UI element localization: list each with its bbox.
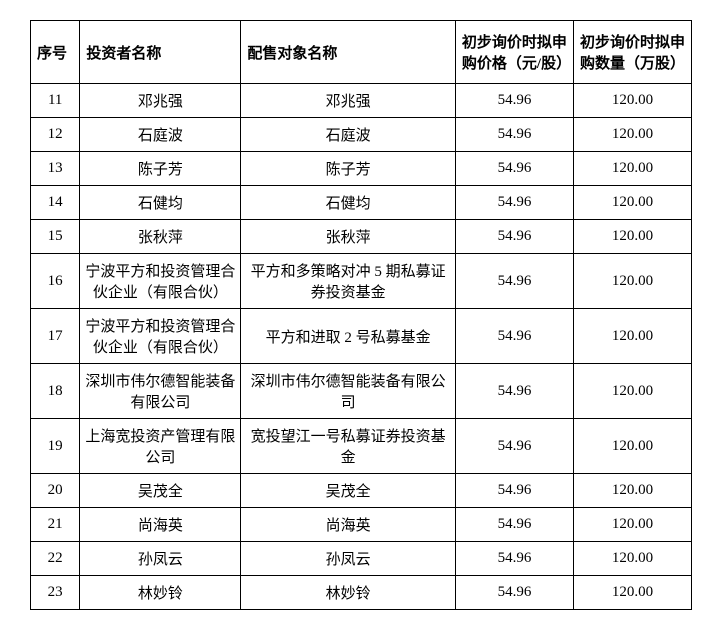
col-header-price: 初步询价时拟申购价格（元/股） — [455, 21, 573, 84]
table-row: 13陈子芳陈子芳54.96120.00 — [31, 152, 692, 186]
cell-seq: 12 — [31, 118, 80, 152]
cell-qty: 120.00 — [573, 220, 691, 254]
table-row: 22孙凤云孙凤云54.96120.00 — [31, 542, 692, 576]
cell-price: 54.96 — [455, 186, 573, 220]
cell-price: 54.96 — [455, 576, 573, 610]
cell-investor: 上海宽投资产管理有限公司 — [80, 419, 241, 474]
cell-seq: 23 — [31, 576, 80, 610]
cell-investor: 张秋萍 — [80, 220, 241, 254]
cell-seq: 20 — [31, 474, 80, 508]
cell-investor: 石庭波 — [80, 118, 241, 152]
table-body: 11邓兆强邓兆强54.96120.0012石庭波石庭波54.96120.0013… — [31, 84, 692, 610]
cell-qty: 120.00 — [573, 576, 691, 610]
cell-price: 54.96 — [455, 254, 573, 309]
cell-qty: 120.00 — [573, 508, 691, 542]
cell-investor: 石健均 — [80, 186, 241, 220]
table-row: 23林妙铃林妙铃54.96120.00 — [31, 576, 692, 610]
cell-investor: 尚海英 — [80, 508, 241, 542]
cell-allot: 张秋萍 — [241, 220, 456, 254]
cell-qty: 120.00 — [573, 474, 691, 508]
cell-seq: 21 — [31, 508, 80, 542]
cell-price: 54.96 — [455, 152, 573, 186]
cell-qty: 120.00 — [573, 419, 691, 474]
cell-allot: 陈子芳 — [241, 152, 456, 186]
table-row: 19上海宽投资产管理有限公司宽投望江一号私募证券投资基金54.96120.00 — [31, 419, 692, 474]
table-row: 11邓兆强邓兆强54.96120.00 — [31, 84, 692, 118]
cell-allot: 尚海英 — [241, 508, 456, 542]
cell-seq: 18 — [31, 364, 80, 419]
cell-price: 54.96 — [455, 542, 573, 576]
cell-allot: 宽投望江一号私募证券投资基金 — [241, 419, 456, 474]
cell-allot: 平方和进取 2 号私募基金 — [241, 309, 456, 364]
cell-price: 54.96 — [455, 508, 573, 542]
table-row: 17宁波平方和投资管理合伙企业（有限合伙）平方和进取 2 号私募基金54.961… — [31, 309, 692, 364]
cell-investor: 深圳市伟尔德智能装备有限公司 — [80, 364, 241, 419]
cell-investor: 孙凤云 — [80, 542, 241, 576]
cell-seq: 19 — [31, 419, 80, 474]
cell-investor: 宁波平方和投资管理合伙企业（有限合伙） — [80, 254, 241, 309]
table-row: 21尚海英尚海英54.96120.00 — [31, 508, 692, 542]
cell-allot: 石健均 — [241, 186, 456, 220]
cell-investor: 宁波平方和投资管理合伙企业（有限合伙） — [80, 309, 241, 364]
col-header-investor: 投资者名称 — [80, 21, 241, 84]
cell-seq: 22 — [31, 542, 80, 576]
cell-allot: 石庭波 — [241, 118, 456, 152]
table-row: 14石健均石健均54.96120.00 — [31, 186, 692, 220]
cell-qty: 120.00 — [573, 152, 691, 186]
cell-price: 54.96 — [455, 84, 573, 118]
cell-qty: 120.00 — [573, 118, 691, 152]
cell-seq: 15 — [31, 220, 80, 254]
cell-seq: 11 — [31, 84, 80, 118]
col-header-allot: 配售对象名称 — [241, 21, 456, 84]
table-row: 15张秋萍张秋萍54.96120.00 — [31, 220, 692, 254]
cell-seq: 13 — [31, 152, 80, 186]
cell-qty: 120.00 — [573, 309, 691, 364]
cell-investor: 吴茂全 — [80, 474, 241, 508]
cell-price: 54.96 — [455, 309, 573, 364]
cell-price: 54.96 — [455, 118, 573, 152]
table-row: 20吴茂全吴茂全54.96120.00 — [31, 474, 692, 508]
cell-seq: 17 — [31, 309, 80, 364]
cell-investor: 林妙铃 — [80, 576, 241, 610]
cell-price: 54.96 — [455, 419, 573, 474]
table-header: 序号 投资者名称 配售对象名称 初步询价时拟申购价格（元/股） 初步询价时拟申购… — [31, 21, 692, 84]
col-header-qty: 初步询价时拟申购数量（万股） — [573, 21, 691, 84]
cell-price: 54.96 — [455, 220, 573, 254]
table-row: 18深圳市伟尔德智能装备有限公司深圳市伟尔德智能装备有限公司54.96120.0… — [31, 364, 692, 419]
cell-allot: 林妙铃 — [241, 576, 456, 610]
cell-price: 54.96 — [455, 364, 573, 419]
cell-investor: 陈子芳 — [80, 152, 241, 186]
cell-allot: 孙凤云 — [241, 542, 456, 576]
cell-qty: 120.00 — [573, 254, 691, 309]
cell-qty: 120.00 — [573, 542, 691, 576]
cell-allot: 邓兆强 — [241, 84, 456, 118]
cell-qty: 120.00 — [573, 186, 691, 220]
cell-seq: 16 — [31, 254, 80, 309]
col-header-seq: 序号 — [31, 21, 80, 84]
cell-allot: 深圳市伟尔德智能装备有限公司 — [241, 364, 456, 419]
pricing-table: 序号 投资者名称 配售对象名称 初步询价时拟申购价格（元/股） 初步询价时拟申购… — [30, 20, 692, 610]
cell-qty: 120.00 — [573, 364, 691, 419]
table-row: 16宁波平方和投资管理合伙企业（有限合伙）平方和多策略对冲 5 期私募证券投资基… — [31, 254, 692, 309]
cell-price: 54.96 — [455, 474, 573, 508]
cell-allot: 吴茂全 — [241, 474, 456, 508]
cell-seq: 14 — [31, 186, 80, 220]
cell-investor: 邓兆强 — [80, 84, 241, 118]
cell-qty: 120.00 — [573, 84, 691, 118]
table-row: 12石庭波石庭波54.96120.00 — [31, 118, 692, 152]
cell-allot: 平方和多策略对冲 5 期私募证券投资基金 — [241, 254, 456, 309]
